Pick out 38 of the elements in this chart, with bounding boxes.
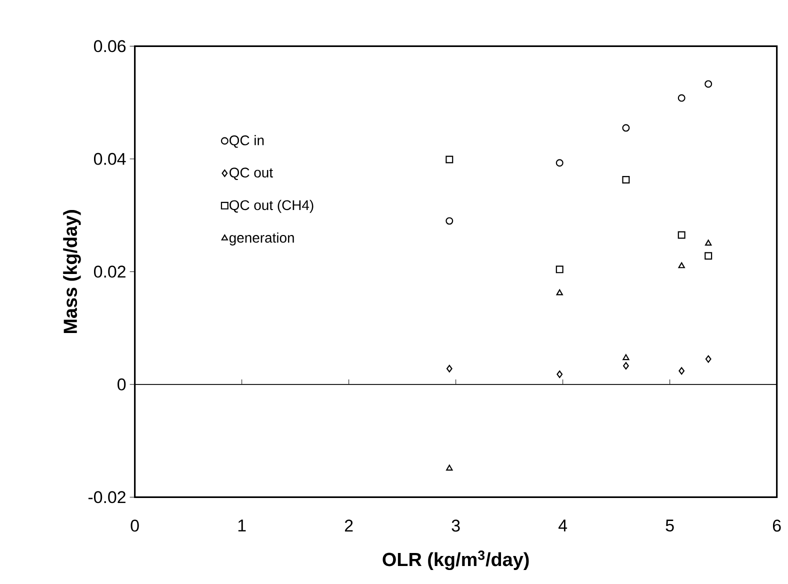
point [446,364,452,372]
x-tick-label: 3 [452,520,460,532]
point [556,159,564,167]
legend-label: QC out [230,168,273,180]
y-tick-label: 0.06 [94,40,126,52]
point [704,252,712,260]
x-tick-label: 6 [772,520,781,532]
x-tick-label: 2 [344,520,353,532]
point [446,156,454,164]
point [622,124,630,132]
y-tick-label: 0 [118,378,126,390]
point [556,289,563,296]
point [678,262,685,268]
y-tick-label: -0.02 [88,491,126,504]
x-tick-label: 0 [130,520,139,532]
point [678,231,686,239]
point [446,464,453,471]
point [446,217,454,225]
point [704,80,712,88]
point [622,176,630,184]
x-tick-label: 5 [666,520,674,532]
point [556,266,564,274]
legend-label: QC in [230,135,264,148]
y-tick-label: 0.02 [94,266,126,278]
point [705,355,712,363]
point [623,362,629,370]
y-axis-title: Mass (kg/day) [63,210,81,333]
point [678,367,685,375]
legend-label: QC out (CH4) [230,200,314,213]
legend-label: generation [229,232,294,246]
point [678,94,686,102]
x-tick-label: 1 [238,520,246,532]
point [622,354,630,360]
x-tick-label: 4 [558,520,568,532]
point [705,240,712,246]
point [556,370,563,378]
y-tick-label: 0.04 [94,152,126,165]
x-axis-title: OLR (kg/m$^{3}$/day) [382,550,529,570]
